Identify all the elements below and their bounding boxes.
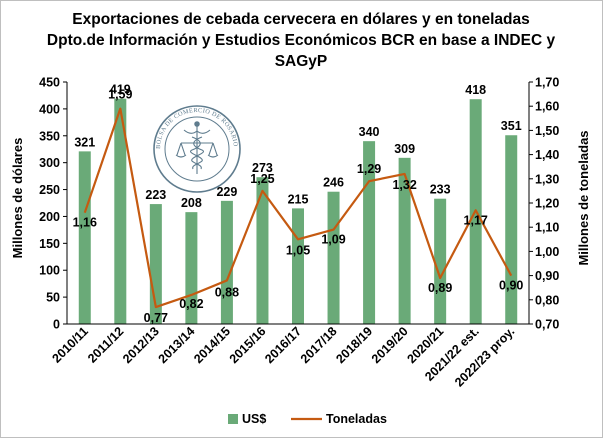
bar-usd [114,98,127,324]
legend-swatch-usd [228,414,238,424]
bar-value-label: 246 [323,176,344,190]
line-value-label: 1,29 [357,162,381,176]
bar-value-label: 208 [181,196,202,210]
bar-usd [327,191,340,324]
legend-label-toneladas: Toneladas [326,412,387,426]
x-category-label: 2019/20 [369,324,411,366]
y-right-tick-label: 1,00 [535,245,559,259]
y-left-tick-label: 50 [46,291,60,305]
bar-value-label: 215 [288,192,309,206]
y-left-axis-title: Millones de dólares [10,138,25,259]
line-value-label: 1,09 [321,233,345,247]
bar-value-label: 321 [74,135,95,149]
bar-value-label: 229 [216,185,237,199]
x-category-label: 2015/16 [227,324,269,366]
y-left-tick-label: 0 [53,318,60,332]
x-category-label: 2018/19 [333,324,375,366]
x-category-label: 2014/15 [191,324,233,366]
y-left-tick-label: 200 [39,210,60,224]
labels-layer: 321 419 223 208 229 273 215 246 340 309 233 418 351 1… [73,83,524,325]
bar-value-label: 233 [430,183,451,197]
bar-value-label: 273 [252,161,273,175]
y-right-tick-label: 1,70 [535,76,559,90]
bar-value-label: 340 [359,125,380,139]
bar-value-label: 418 [465,83,486,97]
y-left-tick-label: 350 [39,129,60,143]
x-category-label: 2012/13 [120,324,162,366]
y-right-tick-label: 0,70 [535,318,559,332]
y-right-tick-label: 1,40 [535,148,559,162]
line-value-label: 0,82 [179,297,203,311]
y-right-tick-label: 0,80 [535,293,559,307]
y-right-tick-label: 1,50 [535,124,559,138]
y-right-axis-title: Millones de toneladas [576,130,591,265]
title-line-1: Exportaciones de cebada cervecera en dól… [72,11,529,28]
y-left-tick-label: 150 [39,237,60,251]
y-right-tick-label: 1,10 [535,221,559,235]
x-category-label: 2013/14 [156,324,198,366]
watermark-seal: BOLSA DE COMERCIO DE ROSARIO [153,105,241,193]
title-line-2: Dpto.de Información y Estudios Económico… [47,32,556,49]
line-value-label: 0,77 [144,311,168,325]
bar-usd [220,200,233,324]
line-value-label: 1,17 [464,213,488,227]
bar-usd [292,208,304,324]
chart-title: Exportaciones de cebada cervecera en dól… [47,11,556,70]
bar-value-label: 351 [501,119,522,133]
bar-value-label: 309 [394,142,415,156]
line-value-label: 1,32 [392,178,416,192]
y-left-tick-label: 400 [39,102,60,116]
line-value-label: 0,90 [499,279,523,293]
legend-label-usd: US$ [242,412,266,426]
bar-usd [505,135,518,324]
title-line-3: SAGyP [275,53,328,70]
legend: US$ Toneladas [228,412,387,426]
seal-outer-ring [153,105,241,193]
line-layer [83,107,513,309]
axis-titles: Millones de dólares Millones de tonelada… [10,130,591,265]
y-left-tick-label: 300 [39,156,60,170]
line-value-label: 1,16 [73,216,97,230]
line-value-label: 1,59 [108,88,132,102]
x-category-label: 2016/17 [262,324,304,366]
bar-usd [78,151,91,324]
x-category-label: 2017/18 [298,324,340,366]
caduceus-seal-icon [175,121,219,174]
y-right-tick-label: 1,30 [535,172,559,186]
seal-inner-ring [164,116,230,182]
y-left-tick-label: 450 [39,76,60,90]
y-left-tick-label: 100 [39,264,60,278]
line-value-label: 1,05 [286,243,310,257]
y-right-tick-label: 1,60 [535,100,559,114]
bar-value-label: 223 [145,188,166,202]
bar-value-label: 419 [110,83,131,97]
bar-usd [398,157,411,324]
y-right-tick-label: 0,90 [535,269,559,283]
x-category-label: 2011/12 [85,324,126,365]
line-value-label: 0,88 [215,285,239,299]
bar-usd [256,177,269,324]
y-right-tick-label: 1,20 [535,197,559,211]
bar-usd [434,198,447,324]
y-left-tick-label: 250 [39,183,60,197]
line-value-label: 0,89 [428,281,452,295]
line-toneladas [83,107,513,309]
line-value-label: 1,25 [250,172,274,186]
